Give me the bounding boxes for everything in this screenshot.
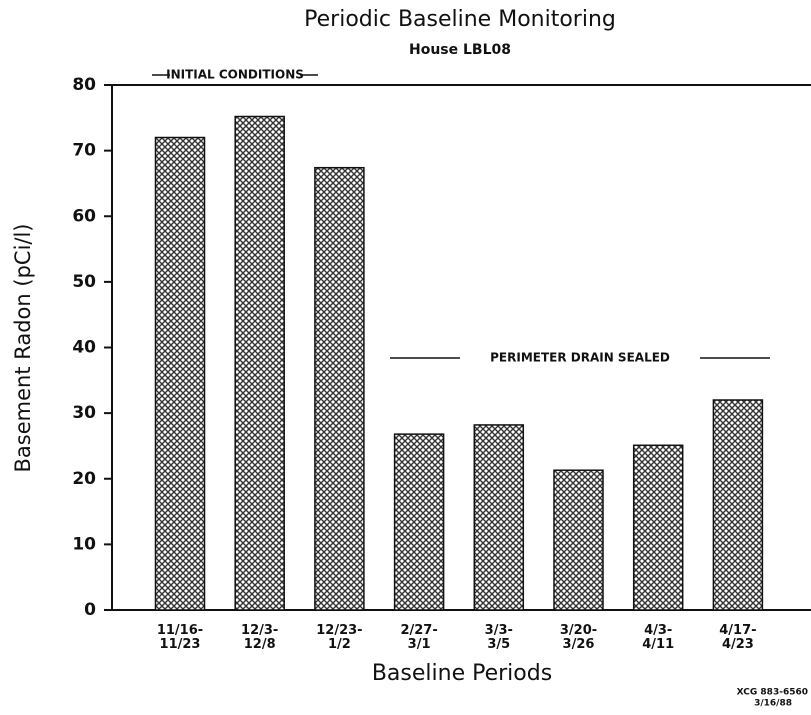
y-tick-label: 0: [84, 600, 96, 620]
y-tick-label: 60: [72, 206, 96, 226]
y-tick-label: 10: [72, 534, 96, 554]
chart-title: Periodic Baseline Monitoring: [304, 7, 616, 32]
x-tick-label: 3/20-3/26: [560, 623, 597, 652]
annotation: INITIAL CONDITIONS: [166, 68, 304, 82]
bar: [632, 444, 684, 611]
annotation: PERIMETER DRAIN SEALED: [490, 351, 670, 365]
x-axis-label: Baseline Periods: [372, 661, 552, 686]
bar: [154, 136, 206, 611]
y-axis-label: Basement Radon (pCi/l): [11, 223, 35, 472]
x-tick-label: 2/27-3/1: [400, 623, 437, 652]
bar: [393, 433, 445, 611]
y-tick-label: 70: [72, 141, 96, 161]
bar: [712, 399, 764, 611]
footnote: 3/16/88: [754, 699, 792, 709]
y-tick-label: 40: [72, 338, 96, 358]
x-tick-label: 11/16-11/23: [157, 623, 203, 652]
y-tick-label: 80: [72, 75, 96, 95]
y-tick-label: 30: [72, 403, 96, 423]
x-tick-label: 12/3-12/8: [241, 623, 278, 652]
chart-subtitle: House LBL08: [409, 42, 511, 58]
y-tick-label: 50: [72, 272, 96, 292]
x-tick-label: 12/23-1/2: [316, 623, 362, 652]
x-tick-label: 4/17-4/23: [719, 623, 756, 652]
bar: [234, 115, 285, 611]
x-tick-label: 3/3-3/5: [485, 623, 513, 652]
bar: [553, 469, 604, 611]
y-tick-label: 20: [72, 469, 96, 489]
bar: [314, 166, 365, 611]
axis-frame: [111, 84, 811, 611]
bar: [473, 424, 525, 611]
x-tick-label: 4/3-4/11: [642, 623, 674, 652]
footnote: XCG 883-6560: [737, 688, 808, 698]
